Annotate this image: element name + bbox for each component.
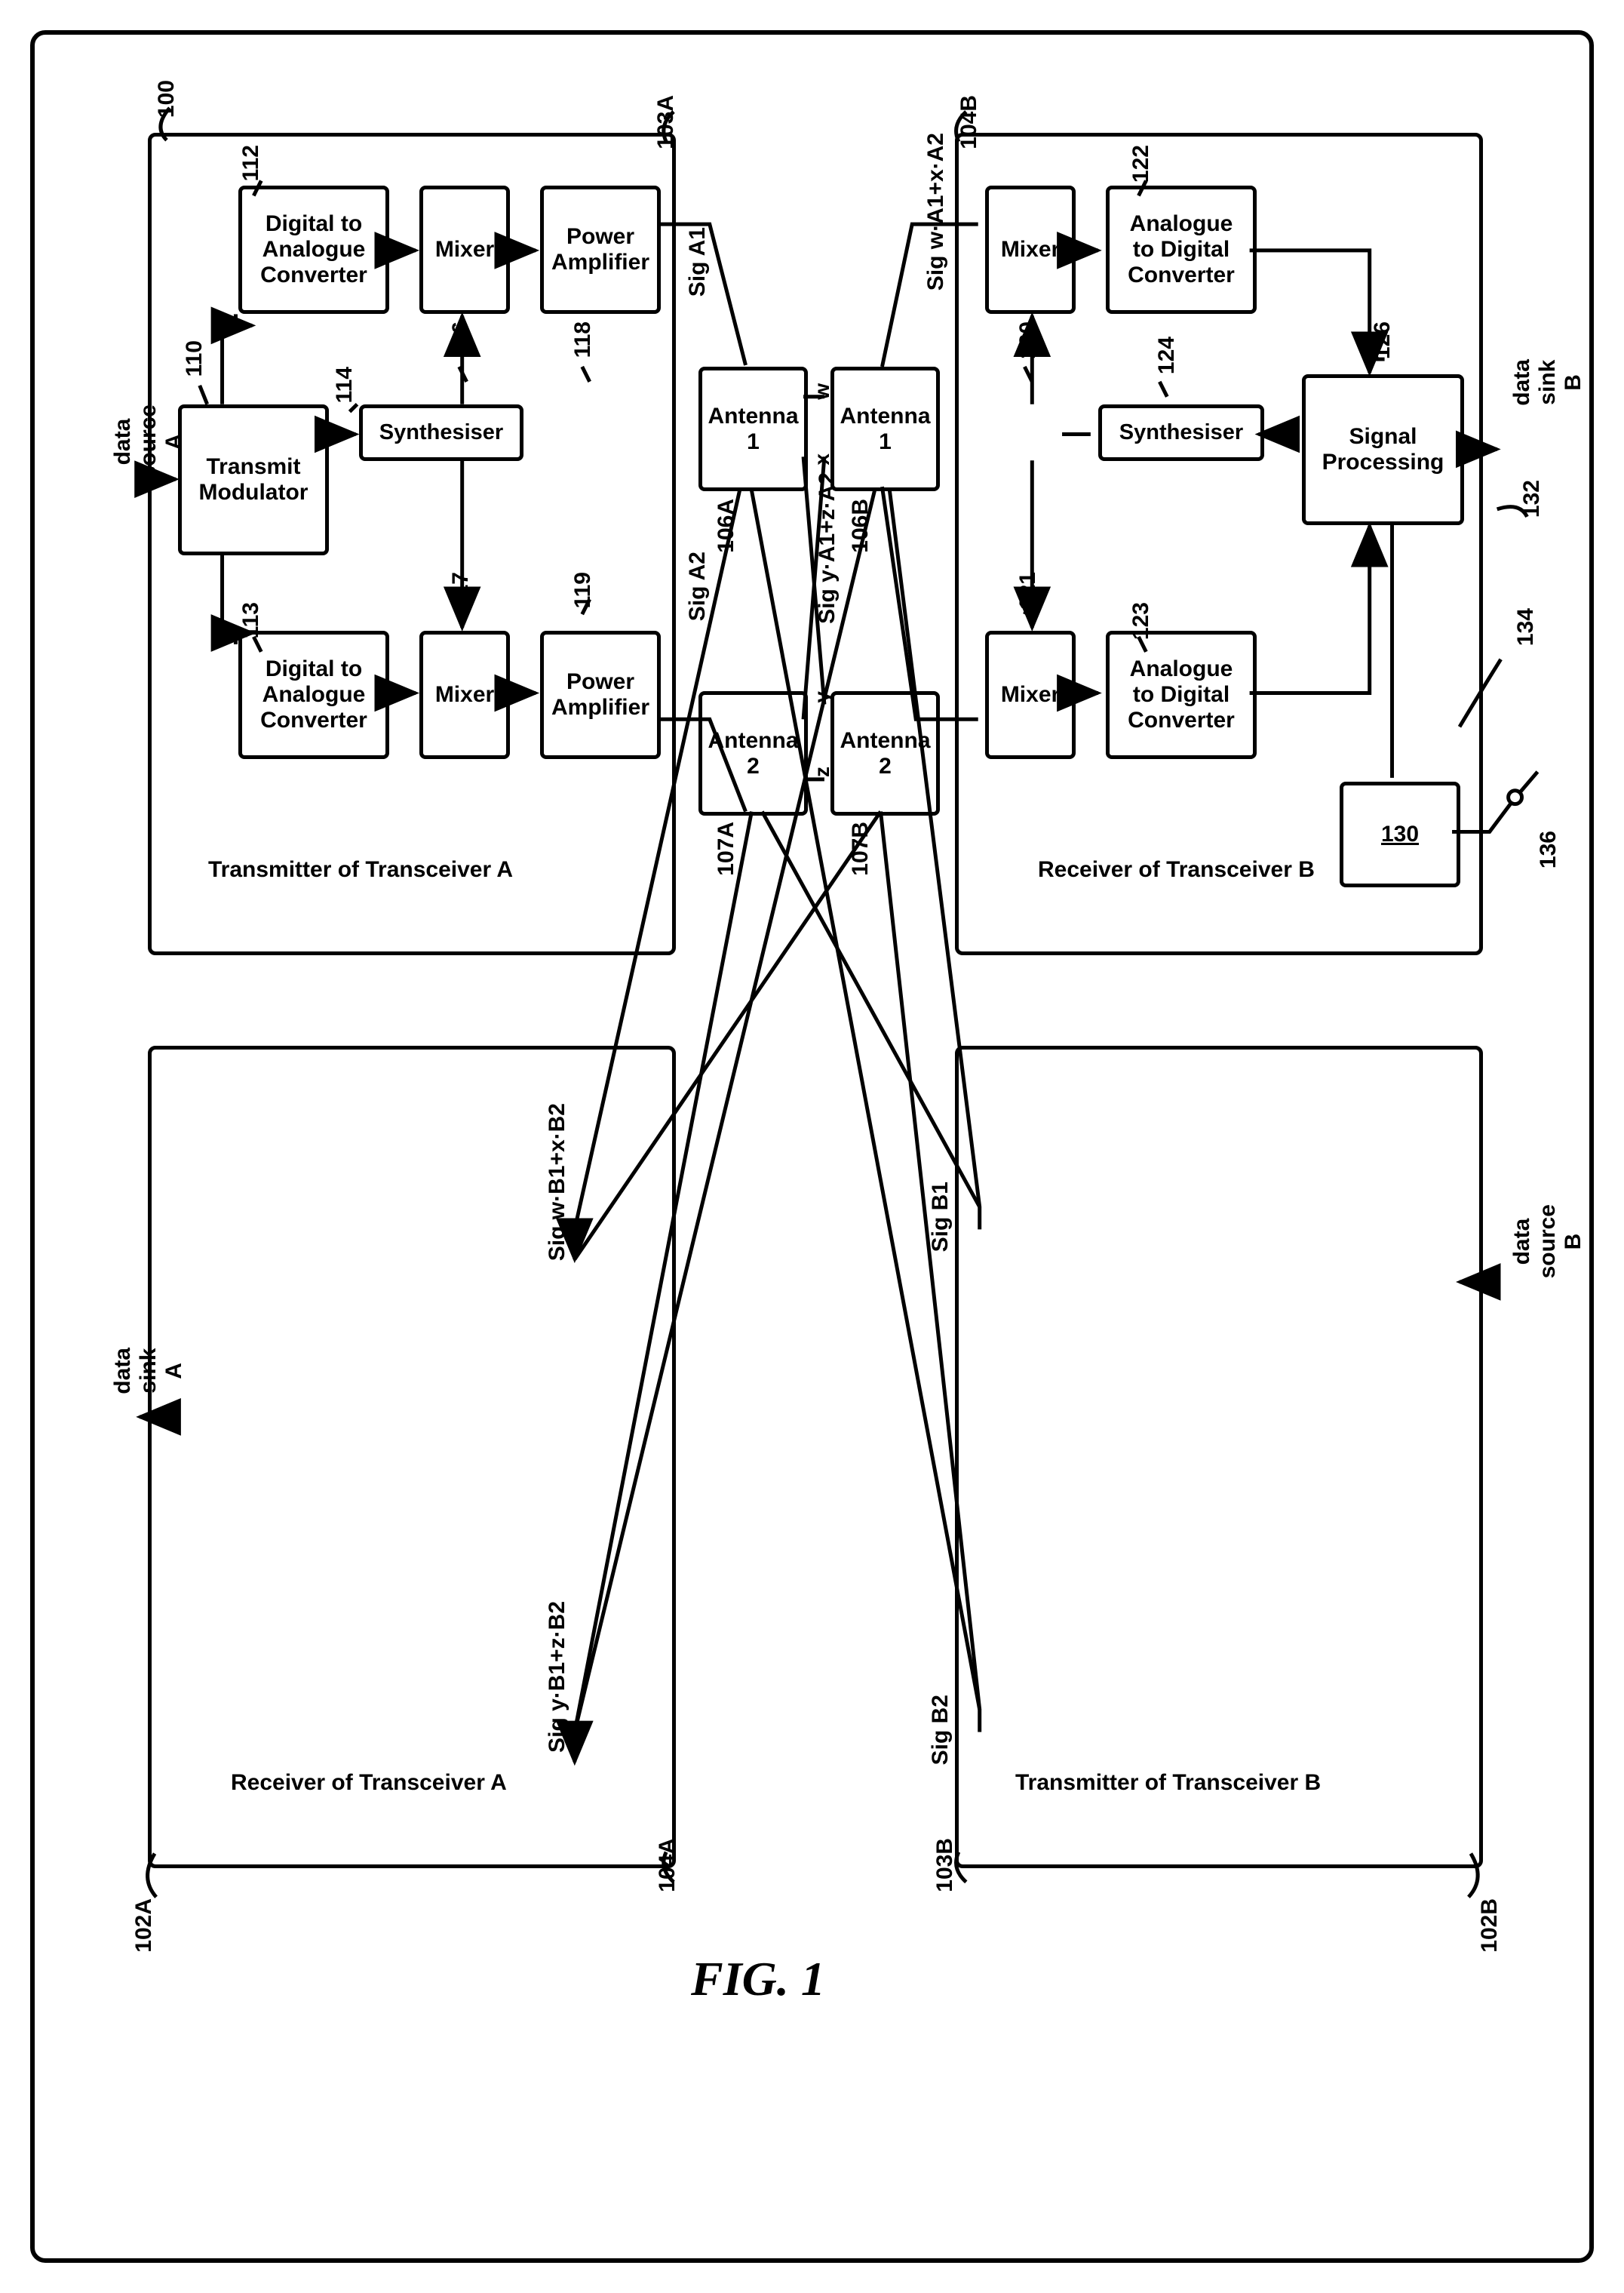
label-data-sink-b: data sink B (1509, 359, 1586, 406)
ref-100: 100 (154, 80, 180, 118)
label-sig-yB1zB2: Sig y·B1+z·B2 (545, 1601, 570, 1753)
block-mixer-bot-b: Mixer (985, 631, 1076, 759)
label-y: y (810, 691, 834, 703)
label-tx-b: Transmitter of Transceiver B (1015, 1770, 1321, 1796)
ref-107a: 107A (714, 822, 739, 876)
block-130: 130 (1340, 782, 1460, 887)
block-dac-bot-a: Digital to Analogue Converter (238, 631, 389, 759)
diagram-container: Transmit Modulator Digital to Analogue C… (30, 30, 1594, 2263)
ref-112: 112 (238, 145, 264, 181)
ref-114: 114 (332, 367, 358, 403)
ref-107b: 107B (848, 822, 873, 876)
ref-102b: 102B (1477, 1898, 1503, 1953)
label-data-source-a: data source A (110, 404, 187, 478)
ref-104a: 104A (655, 1838, 680, 1892)
label-rx-b: Receiver of Transceiver B (1038, 857, 1315, 883)
label-sig-b1: Sig B1 (928, 1182, 953, 1252)
label-z: z (810, 767, 834, 777)
block-pa-top-a: Power Amplifier (540, 186, 661, 314)
label-data-sink-a: data sink A (110, 1348, 187, 1394)
ref-126: 126 (1370, 321, 1395, 359)
ref-118: 118 (570, 321, 596, 358)
block-mixer-top-b: Mixer (985, 186, 1076, 314)
ref-106b: 106B (848, 499, 873, 553)
ref-113: 113 (238, 602, 264, 638)
block-antenna-1a: Antenna 1 (698, 367, 808, 491)
ref-123: 123 (1128, 602, 1154, 640)
label-w: w (810, 383, 834, 400)
ref-120: 120 (1015, 321, 1041, 359)
label-sig-a1: Sig A1 (685, 227, 711, 297)
block-adc-top-b: Analogue to Digital Converter (1106, 186, 1257, 314)
ref-134: 134 (1513, 608, 1539, 646)
ref-132: 132 (1519, 480, 1545, 518)
block-signal-processing: Signal Processing (1302, 374, 1464, 525)
ref-124: 124 (1154, 337, 1180, 374)
box-rx-a (148, 1046, 676, 1868)
block-mixer-bot-a: Mixer (419, 631, 510, 759)
fig-label: FIG. 1 (691, 1951, 825, 2007)
ref-102a: 102A (131, 1898, 157, 1953)
block-antenna-1b: Antenna 1 (830, 367, 940, 491)
label-sig-b2: Sig B2 (928, 1695, 953, 1765)
block-pa-bot-a: Power Amplifier (540, 631, 661, 759)
ref-121: 121 (1015, 572, 1041, 610)
label-data-source-b: data source B (1509, 1204, 1586, 1278)
block-synthesiser-b: Synthesiser (1098, 404, 1264, 461)
ref-136: 136 (1536, 831, 1561, 868)
label-sig-a2: Sig A2 (685, 552, 711, 621)
ref-103b: 103B (932, 1838, 958, 1892)
ref-116: 116 (448, 321, 474, 358)
ref-122: 122 (1128, 145, 1154, 183)
block-mixer-top-a: Mixer (419, 186, 510, 314)
label-sig-yA1zA2: Sig y·A1+z·A2 (815, 472, 840, 624)
label-sig-wB1xB2: Sig w·B1+x·B2 (545, 1103, 570, 1261)
ref-110: 110 (182, 340, 207, 377)
box-tx-b (955, 1046, 1483, 1868)
label-rx-a: Receiver of Transceiver A (231, 1770, 507, 1796)
block-adc-bot-b: Analogue to Digital Converter (1106, 631, 1257, 759)
label-tx-a: Transmitter of Transceiver A (208, 857, 513, 883)
label-sig-wA1xA2: Sig w·A1+x·A2 (923, 133, 949, 290)
block-synthesiser-a: Synthesiser (359, 404, 523, 461)
label-x: x (810, 453, 834, 466)
block-antenna-2b: Antenna 2 (830, 691, 940, 816)
ref-104b: 104B (956, 95, 982, 149)
ref-119: 119 (570, 572, 596, 608)
block-antenna-2a: Antenna 2 (698, 691, 808, 816)
ref-117: 117 (448, 572, 474, 608)
ref-103a: 103A (653, 95, 679, 149)
block-transmit-modulator: Transmit Modulator (178, 404, 329, 555)
ref-106a: 106A (714, 499, 739, 553)
block-dac-top-a: Digital to Analogue Converter (238, 186, 389, 314)
